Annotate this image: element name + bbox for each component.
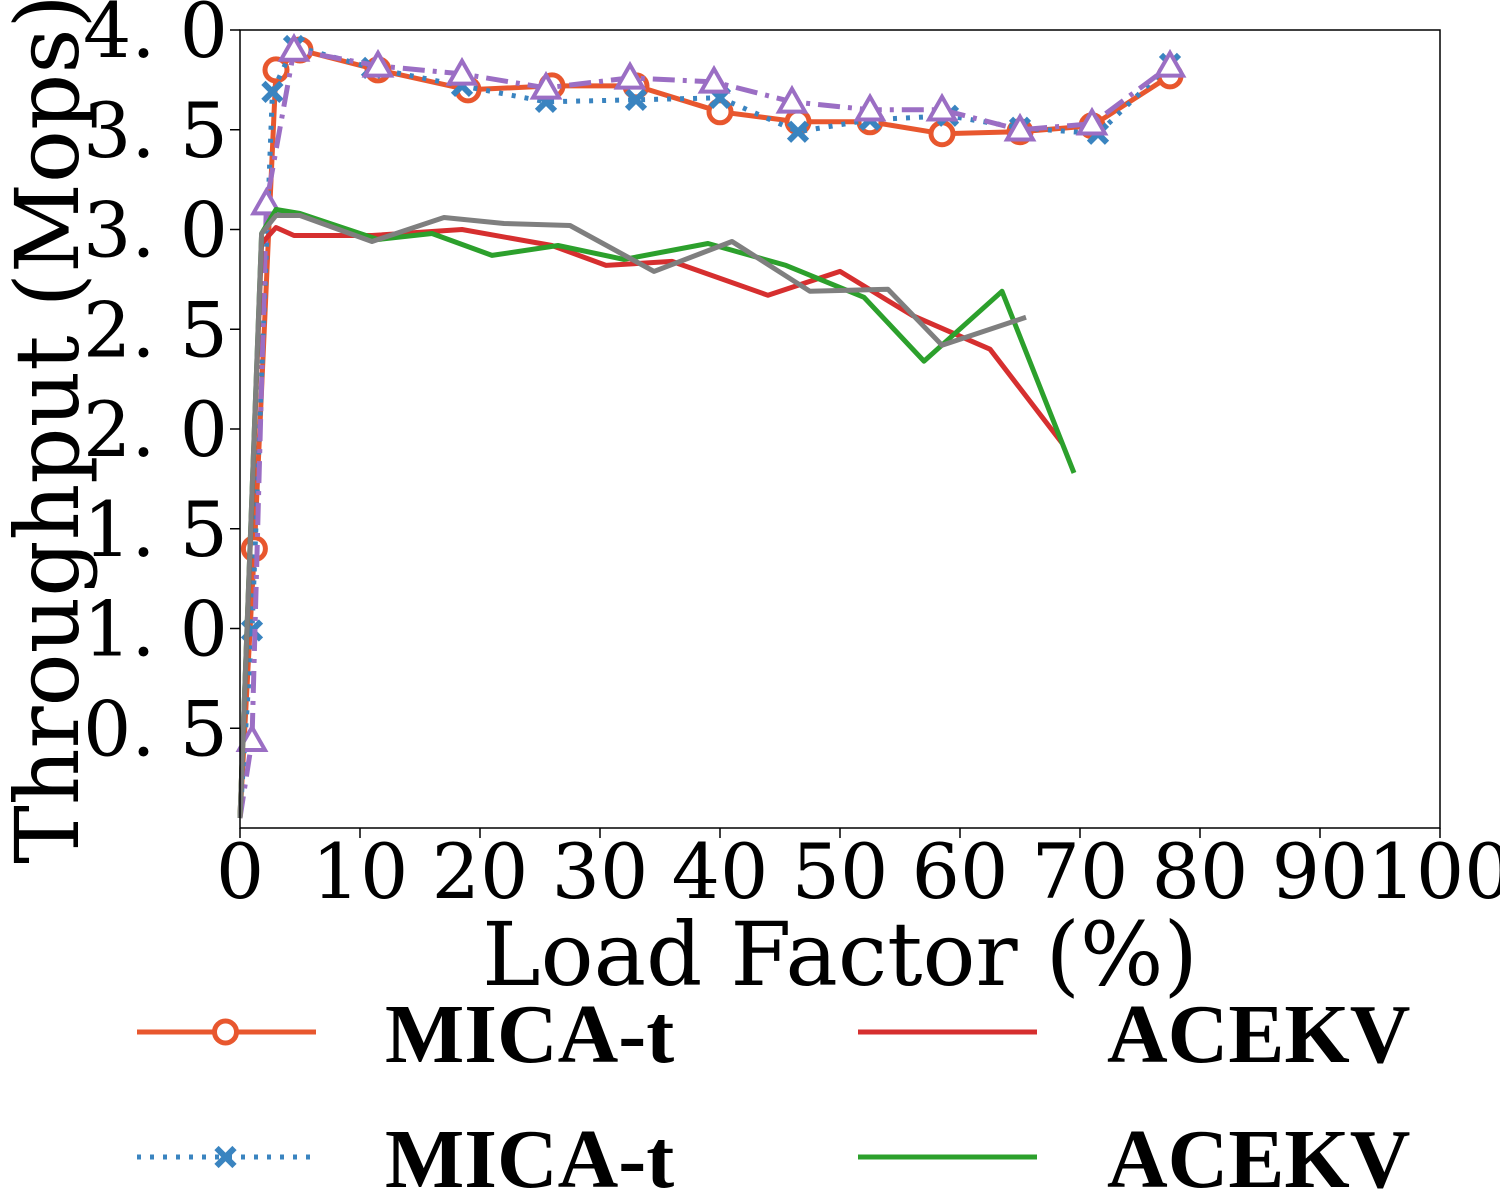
data-point bbox=[1003, 112, 1037, 142]
legend-entry: MICA-t bbox=[137, 1113, 674, 1200]
y-tick-label: 1. 0 bbox=[83, 585, 228, 674]
data-point bbox=[261, 80, 284, 103]
legend-marker bbox=[212, 1018, 239, 1046]
legend-label: ACEKV bbox=[1107, 1113, 1410, 1200]
legend-entry: ACEKV bbox=[858, 1113, 1410, 1200]
legend-entry: ACEKV bbox=[858, 988, 1410, 1081]
x-tick-label: 80 bbox=[1152, 827, 1249, 916]
data-point bbox=[925, 92, 959, 122]
series-1 bbox=[237, 34, 1182, 819]
y-tick-label: 3. 5 bbox=[83, 86, 228, 175]
data-point bbox=[1153, 48, 1187, 78]
x-tick-label: 50 bbox=[792, 827, 889, 916]
x-axis-label: Load Factor (%) bbox=[482, 903, 1198, 1006]
data-point bbox=[853, 92, 887, 122]
y-tick-label: 0. 5 bbox=[83, 684, 228, 773]
series-2 bbox=[235, 32, 1187, 819]
y-tick-label: 4. 0 bbox=[83, 0, 228, 75]
x-tick-label: 70 bbox=[1032, 827, 1129, 916]
series-5 bbox=[237, 213, 1027, 819]
legend-label: MICA-t bbox=[385, 1113, 674, 1200]
data-point bbox=[775, 84, 809, 114]
data-point bbox=[445, 56, 479, 86]
data-point bbox=[529, 70, 563, 100]
data-point bbox=[361, 48, 395, 78]
series-line-2 bbox=[237, 47, 1172, 819]
x-axis-ticks: 0 10 20 30 40 50 60 70 80 90 100 bbox=[216, 827, 1500, 916]
series-layer bbox=[235, 32, 1187, 819]
series-line-3 bbox=[237, 225, 1064, 819]
series-line-5 bbox=[237, 213, 1027, 819]
x-tick-label: 60 bbox=[912, 827, 1009, 916]
x-tick-label: 90 bbox=[1272, 827, 1369, 916]
data-point bbox=[613, 60, 647, 90]
legend-label: MICA-t bbox=[385, 988, 674, 1081]
data-point bbox=[262, 56, 290, 84]
x-tick-label: 40 bbox=[672, 827, 769, 916]
y-tick-label: 2. 5 bbox=[83, 285, 228, 374]
legend: MICA-t MICA-t ACEKV ACEKV bbox=[137, 988, 1410, 1200]
legend-label: ACEKV bbox=[1107, 988, 1410, 1081]
data-point bbox=[786, 120, 810, 143]
data-point bbox=[277, 32, 311, 62]
data-point bbox=[249, 186, 283, 216]
x-tick-label: 10 bbox=[312, 827, 409, 916]
x-tick-label: 100 bbox=[1367, 827, 1500, 916]
y-tick-label: 3. 0 bbox=[83, 186, 228, 275]
plot-frame bbox=[239, 29, 1441, 829]
legend-marker bbox=[214, 1145, 237, 1169]
data-point bbox=[928, 120, 956, 148]
y-tick-label: 1. 5 bbox=[83, 485, 228, 574]
legend-entry: MICA-t bbox=[137, 988, 674, 1081]
y-axis-ticks: 0. 5 1. 0 1. 5 2. 0 2. 5 3. 0 3. 5 4. 0 bbox=[83, 0, 240, 773]
y-tick-label: 2. 0 bbox=[83, 385, 228, 474]
series-4 bbox=[237, 207, 1077, 819]
y-axis-label: Throughput (Mops) bbox=[0, 0, 99, 864]
data-point bbox=[1075, 106, 1109, 136]
series-line-0 bbox=[237, 47, 1172, 819]
series-line-4 bbox=[237, 207, 1077, 819]
series-3 bbox=[237, 225, 1064, 819]
data-point bbox=[235, 723, 269, 752]
x-tick-label: 0 bbox=[216, 827, 264, 916]
data-point bbox=[697, 64, 731, 94]
series-0 bbox=[237, 36, 1184, 819]
series-line-1 bbox=[237, 43, 1172, 819]
x-tick-label: 30 bbox=[552, 827, 649, 916]
x-tick-label: 20 bbox=[432, 827, 529, 916]
data-point bbox=[624, 88, 648, 111]
